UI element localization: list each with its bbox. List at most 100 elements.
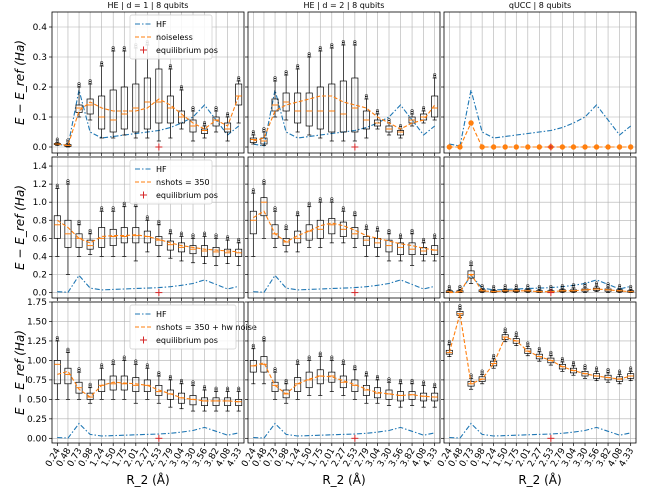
panel-r1-c0: 0.0 0.2 0.4 0.6 0.8 1.0 1.2 1.4 HF nshots = 350 eq…	[33, 156, 245, 301]
box-outlier	[55, 185, 59, 189]
box-outlier	[111, 46, 115, 50]
box	[362, 94, 370, 139]
box-outlier	[55, 183, 59, 187]
y-tick-label: 0.1	[33, 113, 47, 123]
box-outlier	[492, 355, 496, 359]
box-outlier	[191, 107, 195, 111]
box-outlier	[214, 233, 218, 237]
box-outlier	[262, 337, 266, 341]
box-outlier	[226, 235, 230, 239]
box	[558, 357, 566, 372]
equilibrium-marker	[155, 143, 163, 151]
y-tick-label: 1.0	[33, 198, 48, 208]
legend: HF noiseless equilibrium pos	[129, 14, 218, 60]
box-iqr	[143, 77, 151, 130]
equilibrium-marker	[351, 434, 359, 442]
box-outlier	[330, 44, 334, 48]
y-tick-label: 0.4	[33, 252, 48, 262]
box-iqr	[75, 233, 83, 248]
box-iqr	[166, 389, 174, 400]
box-iqr	[120, 375, 128, 391]
panel-frame	[247, 11, 441, 154]
box-outlier	[341, 206, 345, 210]
box	[120, 355, 128, 400]
box-iqr	[397, 130, 404, 136]
box	[351, 40, 359, 142]
box-outlier	[237, 388, 241, 392]
box-iqr	[120, 86, 128, 130]
box	[86, 228, 94, 255]
box-outlier	[157, 372, 161, 376]
box-outlier	[458, 286, 462, 290]
box-outlier	[422, 106, 426, 110]
box-outlier	[364, 224, 368, 228]
box-outlier	[262, 336, 266, 340]
box-outlier	[410, 228, 414, 232]
box-outlier	[514, 333, 518, 337]
panel-r0-c2: qUCC | 8 qubits	[441, 1, 637, 156]
equilibrium-marker	[547, 434, 555, 442]
box	[178, 231, 185, 262]
box	[271, 206, 279, 248]
box-outlier	[251, 345, 255, 349]
equilibrium-marker	[547, 143, 555, 151]
box	[166, 228, 174, 259]
panel-frame	[443, 11, 637, 154]
panel-title: qUCC | 8 qubits	[509, 1, 571, 10]
box	[235, 386, 243, 412]
box-outlier	[571, 283, 576, 287]
box-outlier	[307, 203, 311, 207]
box	[627, 284, 635, 293]
model-line	[57, 95, 240, 147]
box-outlier	[66, 180, 70, 184]
box-outlier	[100, 364, 104, 369]
box-outlier	[514, 331, 518, 335]
box-outlier	[122, 46, 126, 50]
box-iqr	[201, 397, 208, 406]
hf-line	[449, 422, 631, 439]
box-outlier	[214, 106, 218, 110]
box-outlier	[237, 237, 241, 242]
box-outlier	[353, 41, 357, 45]
box-outlier	[398, 378, 403, 382]
box-iqr	[53, 360, 61, 385]
box-outlier	[492, 284, 496, 289]
box-outlier	[284, 71, 288, 75]
box-outlier	[77, 367, 81, 371]
box-outlier	[191, 106, 195, 110]
box	[212, 233, 220, 266]
box	[212, 106, 220, 133]
box-outlier	[330, 357, 334, 361]
box-outlier	[503, 284, 507, 288]
box-iqr	[305, 92, 313, 127]
box-outlier	[168, 228, 172, 232]
box-outlier	[341, 207, 345, 212]
box-iqr	[155, 385, 163, 396]
box	[456, 304, 464, 318]
box-outlier	[179, 86, 184, 90]
box-outlier	[296, 212, 300, 216]
box	[64, 347, 72, 400]
box-outlier	[560, 284, 564, 288]
box-outlier	[526, 341, 530, 345]
box-outlier	[318, 198, 322, 203]
box-outlier	[398, 124, 403, 128]
box-outlier	[375, 226, 380, 230]
box-outlier	[618, 369, 622, 373]
equilibrium-marker	[547, 289, 555, 297]
box-outlier	[410, 378, 414, 382]
box	[249, 188, 257, 257]
panel-frame	[443, 156, 637, 299]
box	[339, 206, 347, 244]
box-outlier	[364, 95, 368, 99]
panel-r2-c1	[245, 301, 441, 446]
box-outlier	[458, 284, 462, 289]
box-iqr	[64, 367, 72, 385]
box-outlier	[503, 285, 507, 289]
box-outlier	[398, 233, 403, 237]
hf-line	[57, 422, 239, 439]
box-outlier	[606, 367, 610, 372]
model-point	[605, 144, 611, 150]
model-line	[449, 273, 631, 294]
box-outlier	[514, 284, 518, 288]
